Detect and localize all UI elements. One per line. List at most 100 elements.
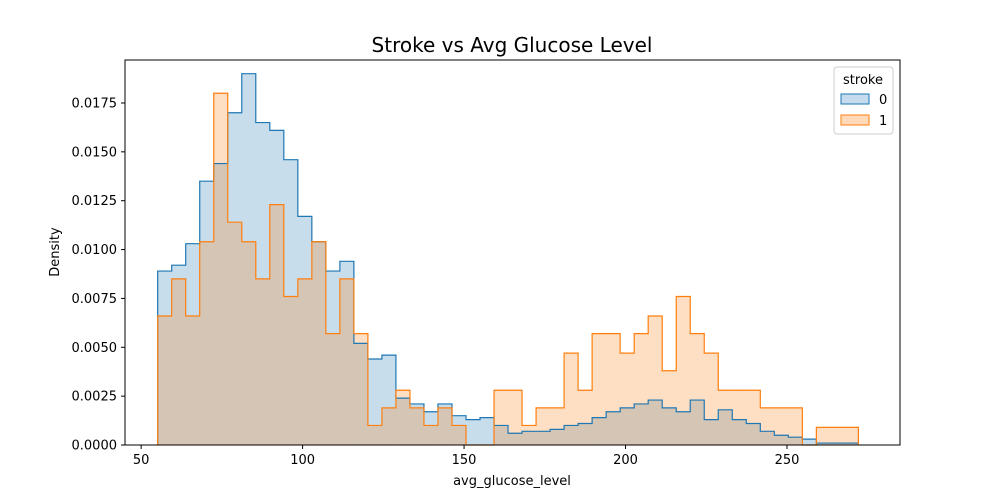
legend-label-1: 1 [879, 114, 887, 129]
y-tick-label-0: 0.0000 [72, 439, 118, 454]
bar-series-1-bin-10 [297, 278, 312, 445]
bar-series-1-bin-47 [816, 427, 831, 445]
x-tick-label-50: 50 [133, 453, 150, 468]
bar-series-0-bin-46 [802, 439, 817, 445]
bar-series-0-bin-47 [816, 443, 831, 445]
bar-series-1-bin-8 [269, 204, 284, 445]
bar-series-1-bin-37 [676, 296, 691, 445]
axes-frame [124, 59, 901, 446]
bar-series-0-bin-11 [311, 241, 326, 445]
bar-series-1-bin-5 [227, 222, 242, 445]
bar-series-1-bin-4 [213, 93, 228, 445]
y-axis-ticks: 0.0000 0.0025 0.0050 0.0075 0.0100 0.0125 0.01… [72, 96, 125, 454]
bar-series-0-bin-26 [522, 431, 537, 445]
bar-series-1-bin-41 [732, 390, 747, 445]
bar-series-1-bin-14 [353, 333, 368, 445]
chart-title: Stroke vs Avg Glucose Level [372, 33, 653, 57]
x-tick-label-100: 100 [290, 453, 315, 468]
bar-series-0-bin-13 [339, 261, 354, 445]
bar-series-1-bin-43 [760, 407, 775, 445]
bar-series-0-bin-4 [213, 163, 228, 445]
bar-series-1-bin-0 [157, 316, 172, 445]
bar-series-1-bin-44 [774, 407, 789, 445]
legend-label-0: 0 [879, 93, 887, 108]
bar-series-0-bin-42 [746, 423, 761, 445]
bar-series-0-bin-5 [227, 112, 242, 446]
bar-series-1-bin-11 [311, 241, 326, 445]
bar-series-1-bin-30 [578, 390, 593, 445]
bar-series-1-bin-19 [423, 425, 438, 445]
y-tick-label-3: 0.0075 [72, 292, 118, 307]
x-axis-label: avg_glucose_level [453, 474, 571, 489]
bar-series-1-bin-17 [395, 390, 410, 445]
bar-series-1-bin-26 [522, 425, 537, 445]
bar-series-1-bin-35 [648, 316, 663, 445]
bar-series-1-bin-18 [409, 407, 424, 445]
legend: stroke 0 1 [833, 66, 894, 135]
bar-series-1-bin-32 [606, 333, 621, 445]
bar-series-1-bin-39 [704, 353, 719, 445]
bar-series-0-bin-7 [255, 122, 270, 445]
bar-series-0-bin-37 [676, 411, 691, 445]
legend-swatch-0 [840, 93, 870, 105]
bar-series-0-bin-2 [185, 243, 200, 445]
bar-series-0-bin-1 [171, 265, 186, 445]
bar-series-1-bin-9 [283, 296, 298, 445]
bar-series-0-bin-33 [620, 407, 635, 445]
bar-series-0-bin-41 [732, 419, 747, 445]
bar-series-0-bin-43 [760, 431, 775, 445]
bar-series-0-bin-25 [508, 433, 523, 445]
y-tick-label-6: 0.0150 [72, 145, 118, 160]
bar-series-1-bin-33 [620, 353, 635, 445]
bar-series-1-bin-25 [508, 390, 523, 445]
bar-series-0-bin-48 [830, 443, 845, 445]
bar-series-0-bin-23 [480, 417, 495, 445]
y-tick-label-5: 0.0125 [72, 194, 118, 209]
bar-series-1-bin-34 [634, 333, 649, 445]
bar-series-0-bin-17 [395, 398, 410, 445]
legend-swatch-1 [840, 114, 870, 126]
bar-series-1-bin-40 [718, 390, 733, 445]
bar-series-1-bin-42 [746, 390, 761, 445]
bar-series-1-bin-49 [844, 427, 859, 445]
bar-series-0-bin-22 [466, 419, 481, 445]
bar-series-0-bin-6 [241, 73, 256, 445]
x-tick-label-150: 150 [452, 453, 477, 468]
bar-series-1-bin-29 [564, 353, 579, 445]
legend-title: stroke [843, 73, 883, 88]
bar-series-0-bin-36 [662, 407, 677, 445]
bar-series-0-bin-29 [564, 425, 579, 445]
bar-series-0-bin-12 [325, 271, 340, 445]
bar-series-1-bin-15 [367, 425, 382, 445]
y-tick-label-1: 0.0025 [72, 390, 118, 405]
bar-series-1-bin-3 [199, 241, 214, 445]
plot-area [157, 73, 860, 446]
y-tick-label-2: 0.0050 [72, 341, 118, 356]
bar-series-0-bin-49 [844, 443, 859, 445]
bar-series-1-bin-45 [788, 407, 803, 445]
bar-series-1-bin-12 [325, 333, 340, 445]
y-tick-label-4: 0.0100 [72, 243, 118, 258]
bar-series-1-bin-7 [255, 278, 270, 445]
series-0-bars [157, 73, 859, 446]
bar-series-0-bin-14 [353, 343, 368, 445]
bar-series-0-bin-27 [536, 431, 551, 445]
bar-series-0-bin-8 [269, 130, 284, 445]
bar-series-0-bin-45 [788, 437, 803, 445]
bar-series-0-bin-38 [690, 400, 705, 445]
bar-series-1-bin-38 [690, 333, 705, 445]
bar-series-0-bin-35 [648, 400, 663, 445]
bar-series-0-bin-16 [381, 355, 396, 445]
bar-series-1-bin-27 [536, 407, 551, 445]
bar-series-1-bin-20 [437, 407, 452, 445]
x-axis-ticks: 50 100 150 200 250 [133, 445, 800, 468]
x-tick-label-250: 250 [775, 453, 800, 468]
bar-series-0-bin-10 [297, 216, 312, 445]
bar-series-1-bin-48 [830, 427, 845, 445]
bar-series-1-bin-28 [550, 407, 565, 445]
bar-series-1-bin-31 [592, 333, 607, 445]
bar-series-0-bin-15 [367, 359, 382, 445]
bar-series-0-bin-21 [451, 415, 466, 445]
